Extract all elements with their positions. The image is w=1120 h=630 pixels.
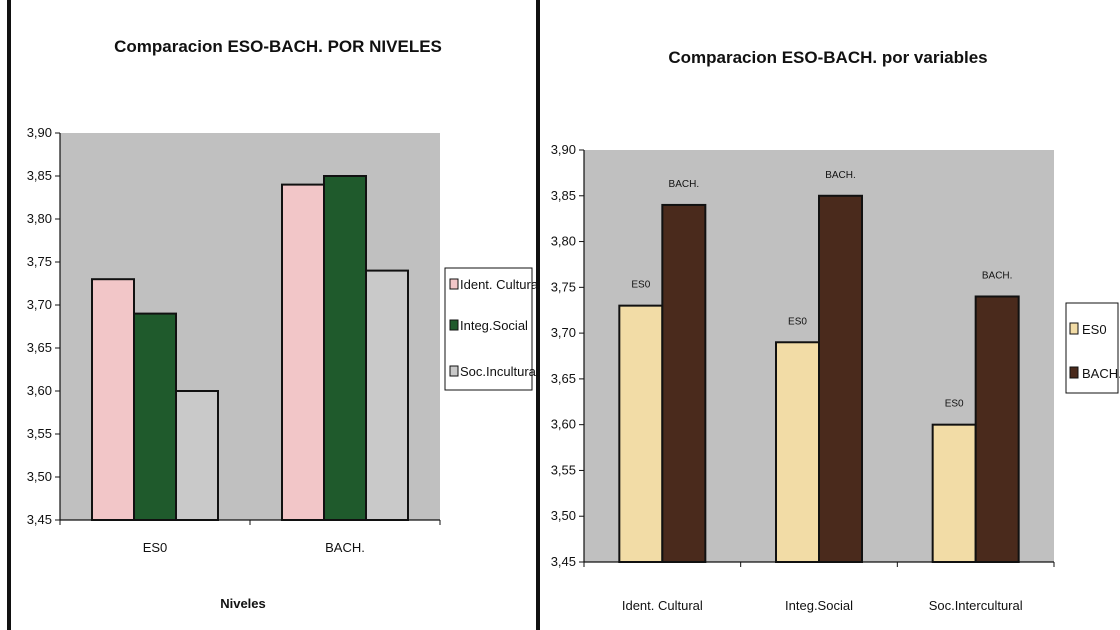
legend-label-bach: BACH. (1082, 366, 1120, 381)
x-tick-label-bach: BACH. (325, 540, 365, 555)
data-label-es0-integ-social: ES0 (788, 316, 807, 327)
chart1-x-axis-title: Niveles (220, 596, 266, 611)
data-label-es0-ident-cultural: ES0 (631, 280, 650, 291)
chart2-title: Comparacion ESO-BACH. por variables (668, 48, 987, 67)
bar-ident-cultural-es0 (91, 278, 135, 522)
y-tick-label: 3,55 (551, 462, 576, 477)
chart2-legend-box (1065, 302, 1119, 394)
y-tick-label: 3,80 (551, 234, 576, 249)
bar-soc-incultural-bach (365, 269, 409, 521)
legend-swatch-bach (1069, 366, 1079, 379)
data-label-bach-soc-intercultural: BACH. (982, 270, 1013, 281)
legend-swatch-soc-incultural (449, 365, 459, 377)
bar-bach-soc-intercultural (974, 295, 1020, 563)
y-tick-label: 3,55 (27, 426, 52, 441)
bar-es0-integ-social (775, 341, 820, 563)
chart1-title: Comparacion ESO-BACH. POR NIVELES (114, 37, 442, 56)
bar-bach-integ-social (818, 194, 863, 563)
data-label-es0-soc-intercultural: ES0 (945, 399, 964, 410)
data-label-bach-ident-cultural: BACH. (669, 179, 700, 190)
y-tick-label: 3,45 (27, 512, 52, 527)
y-tick-label: 3,65 (27, 340, 52, 355)
y-tick-label: 3,90 (27, 125, 52, 140)
y-tick-label: 3,70 (27, 297, 52, 312)
x-tick-label-ident-cultural: Ident. Cultural (622, 598, 703, 613)
legend-swatch-ident-cultural (449, 278, 459, 290)
y-tick-label: 3,45 (551, 554, 576, 569)
chart1-legend-box (444, 267, 533, 391)
y-tick-label: 3,50 (551, 508, 576, 523)
x-tick-label-integ-social: Integ.Social (785, 598, 853, 613)
bar-integ-social-bach (323, 175, 367, 521)
legend-label-integ-social: Integ.Social (460, 318, 528, 333)
legend-swatch-eso (1069, 322, 1079, 335)
legend-label-eso: ES0 (1082, 322, 1107, 337)
y-tick-label: 3,70 (551, 325, 576, 340)
y-tick-label: 3,65 (551, 371, 576, 386)
bar-bach-ident-cultural (661, 203, 707, 564)
legend-label-soc-incultural: Soc.Incultural (460, 364, 539, 379)
y-tick-label: 3,75 (27, 254, 52, 269)
bar-es0-soc-intercultural (931, 423, 977, 563)
bar-ident-cultural-bach (281, 183, 325, 521)
legend-label-ident-cultural: Ident. Cultural (460, 277, 541, 292)
y-tick-label: 3,75 (551, 279, 576, 294)
chart-por-niveles: Comparacion ESO-BACH. POR NIVELES 3,45 3,… (27, 37, 541, 611)
y-tick-label: 3,50 (27, 469, 52, 484)
bar-integ-social-es0 (133, 312, 177, 521)
chart1-legend: Ident. Cultural Integ.Social Soc.Incultu… (444, 267, 541, 391)
chart2-legend: ES0 BACH. (1065, 302, 1120, 394)
y-tick-label: 3,60 (551, 417, 576, 432)
legend-swatch-integ-social (449, 319, 459, 331)
y-tick-label: 3,85 (551, 188, 576, 203)
y-tick-label: 3,90 (551, 142, 576, 157)
chart-por-variables: Comparacion ESO-BACH. por variables ES0 B… (551, 48, 1120, 613)
x-tick-label-soc-intercultural: Soc.Intercultural (929, 598, 1023, 613)
y-tick-label: 3,80 (27, 211, 52, 226)
bar-es0-ident-cultural (618, 304, 664, 563)
y-tick-label: 3,85 (27, 168, 52, 183)
x-tick-label-es0: ES0 (143, 540, 168, 555)
bar-soc-incultural-es0 (175, 390, 219, 521)
y-tick-label: 3,60 (27, 383, 52, 398)
data-label-bach-integ-social: BACH. (825, 170, 856, 181)
